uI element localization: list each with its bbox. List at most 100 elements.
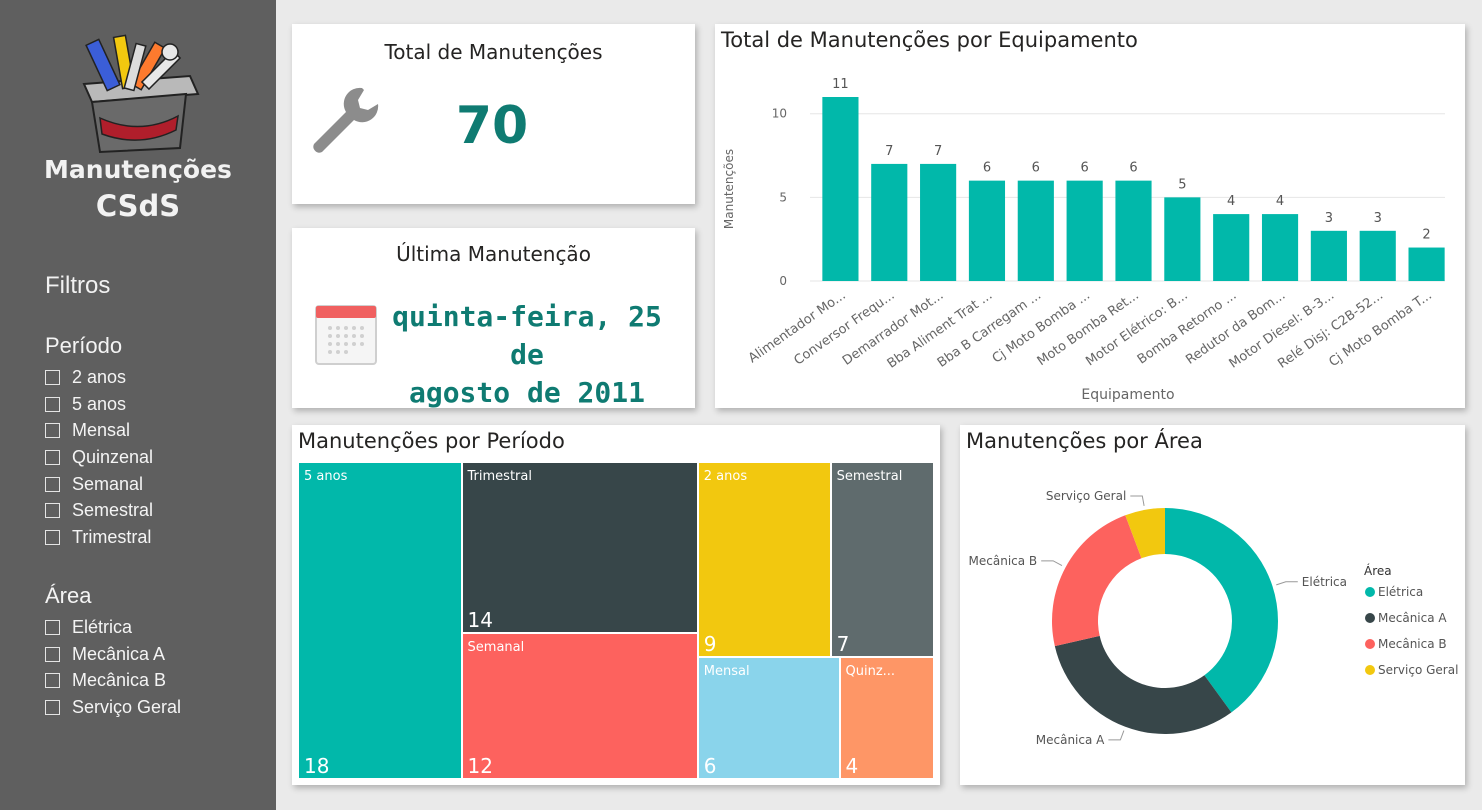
option-label: Serviço Geral (72, 696, 182, 717)
filters-heading: Filtros (45, 272, 111, 299)
treemap-cell-value: 14 (467, 607, 493, 632)
kpi-total-value: 70 (455, 96, 529, 156)
bar[interactable] (822, 97, 859, 281)
donut-slice[interactable] (1054, 635, 1232, 734)
bar[interactable] (1066, 180, 1103, 281)
treemap-cell-label: Mensal (703, 664, 750, 680)
periodo-option[interactable]: 5 anos (45, 391, 153, 418)
kpi-last-card[interactable]: Última Manutenção quinta-feira, 25 de ag… (292, 228, 695, 409)
donut-chart: Elétrica Mecânica A Mecânica B Serviço Gera… (969, 489, 1459, 747)
periodo-option[interactable]: Semestral (45, 497, 153, 524)
periodo-option[interactable]: 2 anos (45, 364, 153, 391)
donut-card[interactable]: Manutenções por Área Elétrica Mecânica A M… (960, 425, 1465, 785)
periodo-option[interactable]: Quinzenal (45, 444, 153, 471)
sidebar: Manutenções CSdS Filtros Período 2 anos … (0, 0, 276, 810)
area-option[interactable]: Elétrica (45, 614, 181, 641)
area-option[interactable]: Mecânica B (45, 667, 181, 694)
bar-data-label: 3 (1374, 211, 1382, 226)
checkbox[interactable] (45, 503, 60, 519)
treemap-title: Manutenções por Período (298, 429, 565, 453)
toolbox-logo (82, 34, 200, 154)
bar-data-label: 11 (832, 77, 849, 92)
legend-label[interactable]: Mecânica A (1378, 611, 1447, 625)
checkbox[interactable] (45, 673, 60, 689)
checkbox[interactable] (45, 449, 60, 465)
kpi-last-value: quinta-feira, 25 de agosto de 2011 (387, 298, 667, 412)
checkbox[interactable] (45, 699, 60, 715)
treemap-cell[interactable]: Semanal 12 (461, 632, 698, 779)
periodo-option[interactable]: Mensal (45, 417, 153, 444)
app-title: Manutenções CSdS (0, 150, 276, 226)
treemap-cell-label: Trimestral (467, 469, 532, 484)
app-title-line2: CSdS (95, 189, 181, 223)
x-axis-label: Equipamento (1081, 387, 1174, 403)
legend-title: Área (1364, 563, 1392, 578)
bar[interactable] (1213, 214, 1250, 281)
slice-label: Mecânica B (969, 554, 1038, 568)
legend-label[interactable]: Mecânica B (1378, 637, 1447, 651)
bar-chart-card[interactable]: Total de Manutenções por Equipamento 0 5 1… (715, 24, 1465, 408)
treemap-cell-value: 6 (703, 753, 717, 778)
legend-marker[interactable] (1365, 665, 1375, 675)
donut-slice[interactable] (1052, 515, 1142, 647)
bar[interactable] (968, 180, 1006, 281)
treemap-cell-label: 5 anos (304, 469, 348, 484)
legend-label[interactable]: Serviço Geral (1378, 663, 1458, 677)
treemap-cell[interactable]: Semestral 7 (830, 462, 934, 658)
calendar-icon (315, 305, 377, 365)
option-label: 5 anos (72, 393, 127, 414)
bar[interactable] (1359, 230, 1396, 281)
legend-marker[interactable] (1365, 613, 1375, 623)
periodo-option[interactable]: Semanal (45, 471, 153, 498)
slice-label: Elétrica (1302, 575, 1347, 589)
bar-data-label: 6 (983, 161, 991, 176)
treemap-cell[interactable]: Quinz... 4 (839, 657, 934, 779)
bar[interactable] (1261, 214, 1299, 281)
checkbox[interactable] (45, 396, 60, 412)
treemap-cell-value: 9 (703, 632, 717, 657)
area-option[interactable]: Mecânica A (45, 641, 181, 668)
bar[interactable] (1017, 180, 1054, 281)
bar[interactable] (1310, 230, 1347, 281)
kpi-total-title: Total de Manutenções (384, 40, 603, 64)
kpi-total-card[interactable]: Total de Manutenções 70 (292, 24, 695, 204)
bar[interactable] (920, 163, 957, 281)
bar[interactable] (871, 163, 908, 281)
bar[interactable] (1164, 197, 1201, 281)
y-tick-label: 10 (772, 107, 787, 121)
checkbox[interactable] (45, 476, 60, 492)
treemap-card[interactable]: Manutenções por Período 5 anos 18 Trimestr… (292, 425, 940, 785)
bar-data-label: 7 (934, 144, 942, 159)
leader-line (1108, 730, 1125, 741)
treemap-cell[interactable]: 5 anos 18 (298, 462, 462, 779)
treemap-cell-label: Quinz... (845, 664, 896, 680)
area-option[interactable]: Serviço Geral (45, 694, 181, 721)
checkbox[interactable] (45, 646, 60, 662)
bar[interactable] (1115, 180, 1152, 281)
bar-data-label: 3 (1325, 211, 1333, 226)
treemap-cell[interactable]: Mensal 6 (697, 657, 840, 779)
treemap-cell-value: 18 (304, 754, 330, 778)
periodo-option[interactable]: Trimestral (45, 524, 153, 551)
option-label: Elétrica (72, 616, 133, 637)
bar-data-label: 5 (1178, 177, 1186, 192)
option-label: Semanal (72, 473, 144, 494)
donut-slice[interactable] (1165, 508, 1278, 713)
legend-marker[interactable] (1365, 639, 1375, 649)
checkbox[interactable] (45, 369, 60, 385)
checkbox[interactable] (45, 619, 60, 635)
leader-line (1130, 495, 1145, 506)
checkbox[interactable] (45, 529, 60, 545)
checkbox[interactable] (45, 423, 60, 439)
legend-label[interactable]: Elétrica (1378, 585, 1423, 599)
treemap: 5 anos 18 Trimestral 14 Semanal 12 2 anos 9 Seme… (298, 462, 934, 779)
y-axis-label: Manutenções (722, 149, 736, 229)
treemap-cell[interactable]: Trimestral 14 (461, 462, 698, 633)
donut-slice[interactable] (1125, 508, 1165, 559)
app-title-line1: Manutenções (44, 155, 232, 184)
option-label: Mecânica B (72, 670, 167, 691)
treemap-cell[interactable]: 2 anos 9 (697, 462, 831, 658)
donut-title: Manutenções por Área (966, 429, 1203, 453)
legend-marker[interactable] (1365, 587, 1375, 597)
bar[interactable] (1408, 247, 1445, 281)
